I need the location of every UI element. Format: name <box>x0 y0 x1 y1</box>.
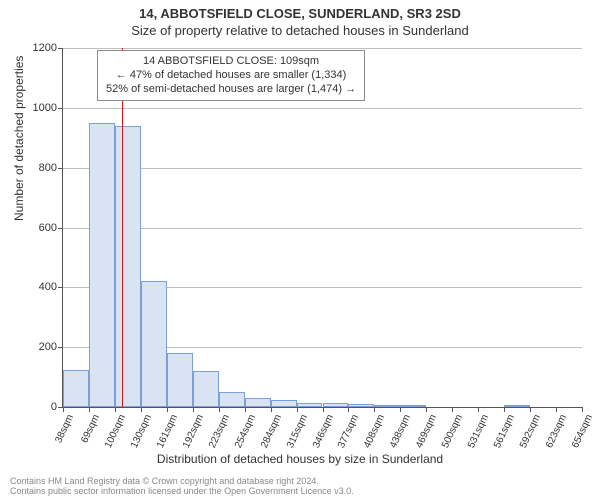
histogram-bar <box>271 400 297 407</box>
ytick-mark <box>58 48 63 49</box>
ytick-mark <box>58 287 63 288</box>
gridline <box>63 228 582 229</box>
xtick-label: 192sqm <box>181 413 206 450</box>
footer-line2: Contains public sector information licen… <box>10 487 354 497</box>
histogram-bar <box>63 370 89 407</box>
ytick-label: 1200 <box>33 42 57 54</box>
xtick-mark <box>193 407 194 412</box>
ytick-mark <box>58 347 63 348</box>
page-title-line2: Size of property relative to detached ho… <box>0 21 600 38</box>
xtick-label: 346sqm <box>310 413 335 450</box>
reference-line <box>122 48 123 407</box>
xtick-mark <box>504 407 505 412</box>
gridline <box>63 48 582 49</box>
ytick-label: 400 <box>39 281 57 293</box>
histogram-bar <box>115 126 141 407</box>
histogram-bar <box>245 398 271 407</box>
xtick-mark <box>452 407 453 412</box>
ytick-label: 0 <box>51 401 57 413</box>
histogram-bar <box>89 123 115 407</box>
gridline <box>63 168 582 169</box>
ytick-mark <box>58 168 63 169</box>
histogram-bar <box>167 353 193 407</box>
histogram-bar <box>297 403 323 407</box>
x-axis-title: Distribution of detached houses by size … <box>0 452 600 466</box>
footer-attribution: Contains HM Land Registry data © Crown c… <box>10 477 354 497</box>
ytick-label: 600 <box>39 222 57 234</box>
info-box: 14 ABBOTSFIELD CLOSE: 109sqm ← 47% of de… <box>97 50 365 101</box>
xtick-label: 315sqm <box>285 413 310 450</box>
xtick-label: 408sqm <box>362 413 387 450</box>
xtick-mark <box>374 407 375 412</box>
xtick-mark <box>426 407 427 412</box>
xtick-mark <box>297 407 298 412</box>
chart-container: 14, ABBOTSFIELD CLOSE, SUNDERLAND, SR3 2… <box>0 0 600 500</box>
xtick-label: 500sqm <box>440 413 465 450</box>
y-axis-title: Number of detached properties <box>12 56 26 221</box>
histogram-bar <box>504 405 530 407</box>
xtick-mark <box>63 407 64 412</box>
xtick-label: 130sqm <box>129 413 154 450</box>
xtick-label: 377sqm <box>336 413 361 450</box>
xtick-label: 531sqm <box>466 413 491 450</box>
plot-area: 02004006008001000120038sqm69sqm100sqm130… <box>62 48 582 408</box>
ytick-mark <box>58 108 63 109</box>
xtick-mark <box>556 407 557 412</box>
xtick-label: 438sqm <box>388 413 413 450</box>
histogram-bar <box>400 405 426 407</box>
histogram-bar <box>219 392 245 407</box>
xtick-label: 69sqm <box>79 413 102 445</box>
histogram-bar <box>348 404 374 407</box>
xtick-mark <box>348 407 349 412</box>
xtick-label: 592sqm <box>518 413 543 450</box>
histogram-bar <box>193 371 219 407</box>
xtick-mark <box>141 407 142 412</box>
histogram-bar <box>374 405 400 407</box>
xtick-label: 654sqm <box>570 413 595 450</box>
xtick-label: 254sqm <box>233 413 258 450</box>
gridline <box>63 108 582 109</box>
xtick-label: 38sqm <box>53 413 76 445</box>
xtick-label: 284sqm <box>259 413 284 450</box>
infobox-line2: ← 47% of detached houses are smaller (1,… <box>106 69 356 83</box>
ytick-mark <box>58 228 63 229</box>
xtick-label: 561sqm <box>492 413 517 450</box>
infobox-line1: 14 ABBOTSFIELD CLOSE: 109sqm <box>106 55 356 69</box>
ytick-label: 800 <box>39 162 57 174</box>
ytick-label: 200 <box>39 341 57 353</box>
xtick-label: 623sqm <box>544 413 569 450</box>
xtick-mark <box>167 407 168 412</box>
xtick-label: 161sqm <box>155 413 180 450</box>
infobox-line3: 52% of semi-detached houses are larger (… <box>106 83 356 97</box>
xtick-mark <box>271 407 272 412</box>
xtick-label: 100sqm <box>103 413 128 450</box>
xtick-mark <box>245 407 246 412</box>
page-title-line1: 14, ABBOTSFIELD CLOSE, SUNDERLAND, SR3 2… <box>0 0 600 21</box>
xtick-mark <box>582 407 583 412</box>
xtick-label: 223sqm <box>207 413 232 450</box>
histogram-bar <box>323 403 349 407</box>
xtick-mark <box>219 407 220 412</box>
xtick-label: 469sqm <box>414 413 439 450</box>
xtick-mark <box>478 407 479 412</box>
xtick-mark <box>89 407 90 412</box>
xtick-mark <box>400 407 401 412</box>
ytick-label: 1000 <box>33 102 57 114</box>
xtick-mark <box>115 407 116 412</box>
xtick-mark <box>323 407 324 412</box>
xtick-mark <box>530 407 531 412</box>
histogram-bar <box>141 281 167 407</box>
